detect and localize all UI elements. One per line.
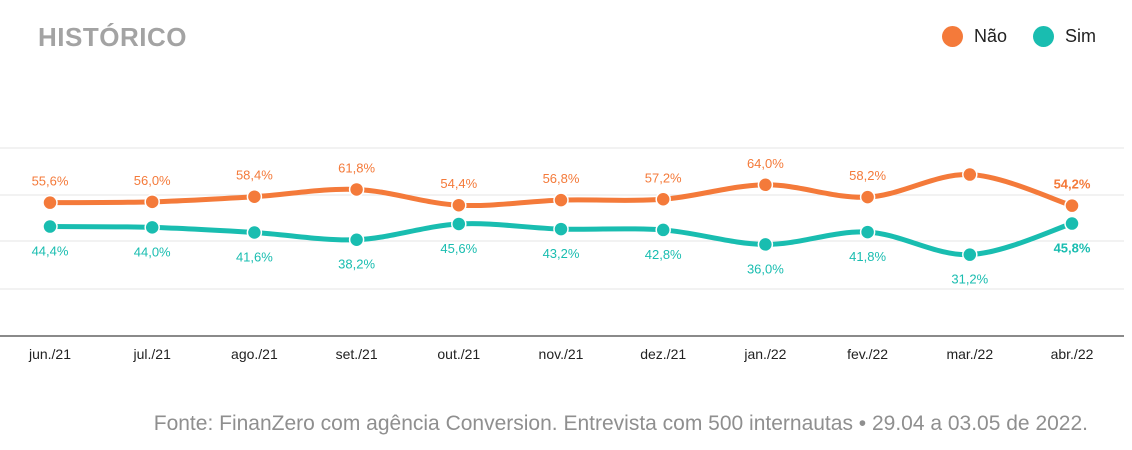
legend: Não Sim	[941, 26, 1096, 47]
data-point	[1064, 215, 1080, 232]
data-label: 38,2%	[338, 257, 375, 272]
data-point	[246, 188, 263, 205]
line-chart: jun./21 jul./21 ago./21 set./21 out./21 nov./…	[0, 147, 1124, 362]
data-label: 41,8%	[849, 249, 886, 264]
chart-title: HISTÓRICO	[38, 22, 187, 52]
x-tick-label: abr./22	[1051, 346, 1094, 362]
legend-dot-nao	[941, 26, 963, 47]
legend-dot-sim	[1033, 26, 1054, 47]
x-tick-label: fev./22	[847, 346, 888, 362]
data-point	[451, 197, 467, 213]
x-tick-label: set./21	[336, 346, 378, 362]
x-tick-label: dez./21	[640, 346, 686, 362]
data-label: 45,8%	[1054, 241, 1091, 256]
data-point	[553, 192, 569, 208]
data-point	[859, 189, 876, 205]
data-label: 56,0%	[134, 173, 171, 188]
data-point	[451, 216, 467, 232]
data-point	[42, 194, 58, 211]
data-point	[962, 246, 978, 263]
data-label: 64,0%	[747, 156, 784, 171]
source-note: Fonte: FinanZero com agência Conversion.…	[153, 412, 1088, 435]
data-point	[348, 181, 365, 198]
data-label: 56,8%	[543, 171, 580, 186]
legend-item-sim: Sim	[1033, 26, 1096, 47]
data-point	[246, 224, 263, 241]
data-point	[1064, 197, 1080, 214]
x-tick-label: ago./21	[231, 346, 278, 362]
data-point	[757, 236, 774, 253]
data-label: 55,6%	[32, 174, 69, 189]
data-label: 45,6%	[440, 241, 477, 256]
data-label: 54,2%	[1054, 177, 1091, 192]
x-tick-label: out./21	[437, 346, 480, 362]
data-label: 43,2%	[543, 246, 580, 261]
data-point	[962, 166, 978, 183]
data-label: 54,4%	[440, 176, 477, 191]
data-label: 58,4%	[236, 168, 273, 183]
x-tick-label: jun./21	[28, 346, 71, 362]
data-label: 41,6%	[236, 249, 273, 264]
data-label: 44,0%	[134, 244, 171, 259]
legend-label-sim: Sim	[1065, 26, 1096, 46]
x-tick-label: nov./21	[539, 346, 584, 362]
data-label: 44,4%	[32, 244, 69, 259]
data-point	[859, 224, 876, 240]
data-point	[348, 231, 365, 248]
data-label: 42,8%	[645, 247, 682, 262]
legend-label-nao: Não	[973, 26, 1007, 46]
data-point	[144, 219, 160, 236]
data-point	[144, 194, 160, 210]
x-tick-label: jan./22	[743, 346, 786, 362]
data-point	[655, 191, 671, 208]
data-label: 57,2%	[645, 170, 682, 185]
data-point	[757, 177, 774, 193]
x-tick-label: jul./21	[133, 346, 172, 362]
data-label: 36,0%	[747, 261, 784, 276]
data-label: 58,2%	[849, 168, 886, 183]
data-label: 31,2%	[951, 272, 988, 287]
data-point	[553, 221, 569, 237]
x-tick-label: mar./22	[946, 346, 993, 362]
data-point	[655, 222, 671, 238]
data-label: 61,8%	[338, 160, 375, 175]
data-point	[42, 218, 58, 235]
legend-item-nao: Não	[941, 26, 1007, 47]
